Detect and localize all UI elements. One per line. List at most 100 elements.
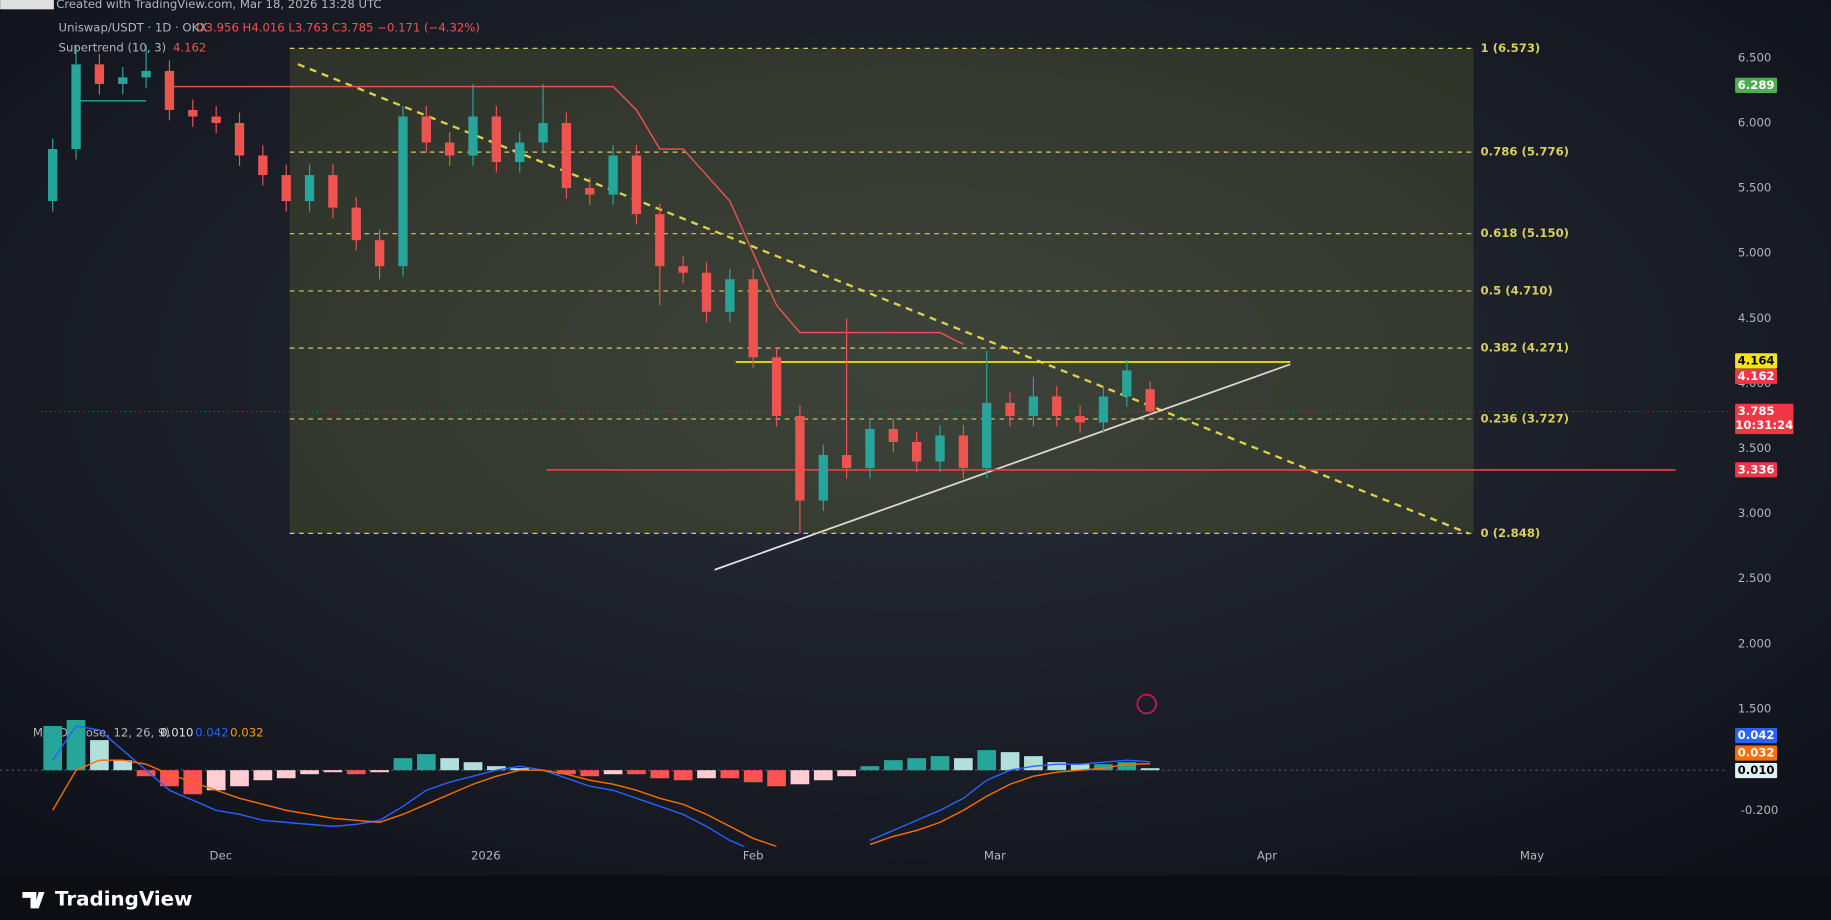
alert-icon[interactable] <box>1136 693 1157 715</box>
y-tick-label: 6.500 <box>1738 50 1771 64</box>
signal-line <box>52 759 1151 847</box>
price-tag-label: 6.289 <box>1738 78 1775 92</box>
candle-body <box>118 77 128 84</box>
candle-body <box>468 116 478 156</box>
candle-body <box>841 455 852 469</box>
candle-body <box>585 188 595 195</box>
price-tag <box>1735 403 1794 435</box>
candle-body <box>1028 396 1039 416</box>
candle-body <box>748 279 758 358</box>
y-tick-label: 5.000 <box>1738 246 1771 260</box>
macd-bar <box>673 770 693 781</box>
supertrend-down <box>169 85 964 345</box>
macd-bar <box>206 770 226 791</box>
y-tick-label: 5.500 <box>1738 181 1771 195</box>
macd-bar <box>113 760 133 771</box>
y-tick-label: 2.500 <box>1738 571 1771 585</box>
price-tag-label: 4.164 <box>1738 353 1775 367</box>
candle-body <box>1098 396 1109 423</box>
candle-body <box>678 266 688 273</box>
macd-bar <box>860 766 880 771</box>
macd-bar <box>276 770 296 779</box>
x-tick-label: Dec <box>210 848 233 862</box>
candle-body <box>164 70 175 110</box>
candle-body <box>655 214 665 267</box>
price-tag-label: 4.162 <box>1738 369 1775 383</box>
x-tick-label: Apr <box>1257 848 1277 862</box>
candle-body <box>421 116 431 143</box>
up-trendline <box>714 363 1291 571</box>
candle-body <box>258 155 268 176</box>
candle-body <box>608 155 618 195</box>
candle-body <box>48 149 58 202</box>
candle-body <box>1075 415 1085 423</box>
candle-body <box>491 116 502 163</box>
x-tick-label: Feb <box>743 848 764 862</box>
price-tag <box>1735 353 1778 369</box>
candle-body <box>328 175 338 208</box>
y-tick-label: 3.000 <box>1738 506 1771 520</box>
fib-label: 0.236 (3.727) <box>1481 411 1569 425</box>
candle-body <box>958 435 969 469</box>
x-tick-label: Mar <box>984 848 1006 862</box>
macd-bar <box>907 758 927 771</box>
macd-bar <box>160 770 179 787</box>
symbol: Uniswap/USDT · 1D · OKX <box>59 21 208 35</box>
candle-body <box>94 64 105 84</box>
candle-body <box>1122 370 1132 397</box>
candle-body <box>1145 389 1155 412</box>
macd-tick-label: -0.200 <box>1741 803 1779 817</box>
macd-bar <box>697 770 716 779</box>
price-tag-label: 0.032 <box>1738 746 1775 760</box>
candle-body <box>234 122 245 156</box>
macd-bar <box>1117 762 1137 771</box>
y-tick-label: 6.000 <box>1738 115 1771 129</box>
macd-bar <box>743 770 763 783</box>
candle-body <box>561 122 572 189</box>
footer-bar <box>0 875 1831 920</box>
macd-bar <box>1070 764 1090 771</box>
candle-body <box>304 175 315 202</box>
candle-body <box>398 116 408 267</box>
candle-body <box>1005 402 1015 416</box>
ohlc: O3.956 H4.016 L3.763 C3.785 −0.171 (−4.3… <box>196 21 480 35</box>
macd-bar <box>603 770 623 775</box>
supertrend-label: Supertrend (10, 3) <box>59 40 167 54</box>
macd-bar <box>510 768 530 771</box>
macd-value: 0.042 <box>195 726 228 740</box>
macd-bar <box>977 750 997 771</box>
price-tag <box>1735 462 1778 478</box>
candle-body <box>888 428 898 442</box>
x-tick-label: 2026 <box>471 848 501 862</box>
fib-label: 0.382 (4.271) <box>1481 341 1569 355</box>
candle-body <box>351 207 361 241</box>
candle-body <box>538 122 548 143</box>
macd-bar <box>1000 752 1020 771</box>
candle-body <box>911 441 922 462</box>
corner-badge <box>0 0 54 10</box>
macd-bar <box>230 770 249 787</box>
macd-bar <box>837 770 856 777</box>
macd-bar <box>416 754 436 771</box>
fib-label: 0 (2.848) <box>1481 526 1541 540</box>
price-tag <box>1735 77 1778 93</box>
candle-body <box>444 142 455 156</box>
macd-signal-value: 0.032 <box>230 726 263 740</box>
price-tag <box>1735 762 1778 779</box>
candle-body <box>631 155 642 215</box>
macd-bar <box>370 770 389 773</box>
macd-bar <box>393 758 413 771</box>
macd-bar <box>1047 762 1067 771</box>
macd-bar <box>650 770 670 779</box>
price-tag <box>1735 745 1778 761</box>
price-tag-label: 0.010 <box>1738 763 1775 777</box>
fib-label: 1 (6.573) <box>1481 41 1541 55</box>
candle-body <box>188 109 198 117</box>
y-tick-label: 3.500 <box>1738 441 1771 455</box>
macd-bar <box>90 740 109 771</box>
macd-bar <box>627 770 646 775</box>
x-tick-label: May <box>1520 848 1544 862</box>
macd-bar <box>136 770 156 777</box>
macd-bar <box>1140 768 1160 771</box>
price-tag-label: 3.336 <box>1738 462 1775 476</box>
